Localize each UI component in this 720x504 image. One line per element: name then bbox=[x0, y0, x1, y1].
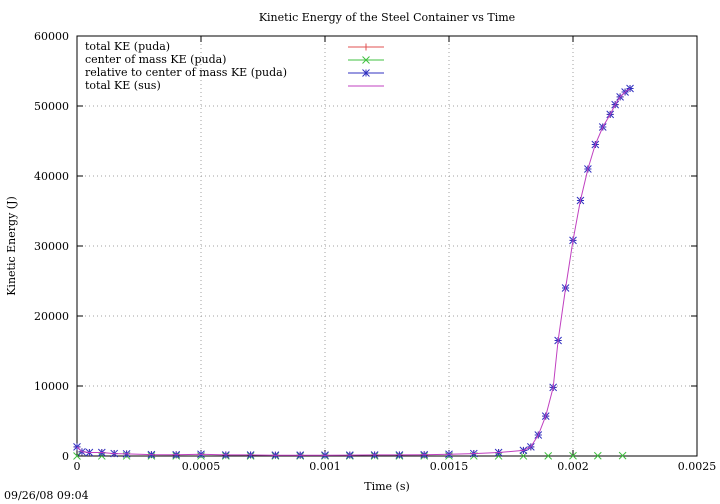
legend-marker bbox=[362, 43, 370, 51]
y-tick-label: 60000 bbox=[34, 30, 69, 43]
y-tick-label: 30000 bbox=[34, 240, 69, 253]
y-axis-label: Kinetic Energy (J) bbox=[5, 196, 18, 296]
data-point bbox=[544, 452, 553, 460]
data-point bbox=[618, 451, 627, 460]
grid bbox=[77, 36, 697, 456]
legend: total KE (puda)center of mass KE (puda)r… bbox=[85, 40, 384, 92]
data-point bbox=[519, 452, 528, 460]
legend-label: total KE (puda) bbox=[85, 40, 170, 53]
y-tick-label: 40000 bbox=[34, 170, 69, 183]
data-point bbox=[73, 452, 81, 460]
y-tick-label: 0 bbox=[62, 450, 69, 463]
legend-label: total KE (sus) bbox=[85, 79, 161, 92]
x-tick-label: 0.001 bbox=[309, 460, 341, 473]
x-tick-label: 0.0005 bbox=[182, 460, 221, 473]
legend-marker bbox=[362, 56, 370, 64]
y-tick-label: 20000 bbox=[34, 310, 69, 323]
series-3 bbox=[76, 88, 631, 456]
timestamp: 09/26/08 09:04 bbox=[4, 489, 89, 502]
legend-label: center of mass KE (puda) bbox=[85, 53, 226, 66]
legend-label: relative to center of mass KE (puda) bbox=[85, 66, 287, 79]
series-layer bbox=[73, 84, 634, 460]
series-line bbox=[76, 88, 631, 456]
data-point bbox=[593, 451, 602, 460]
x-tick-label: 0.0015 bbox=[430, 460, 469, 473]
y-tick-label: 10000 bbox=[34, 380, 69, 393]
y-tick-label: 50000 bbox=[34, 100, 69, 113]
x-tick-label: 0.0025 bbox=[678, 460, 717, 473]
data-point bbox=[626, 84, 634, 93]
axis-ticks: 0 0.0005 0.001 0.0015 0.002 0.0025 0 10000 20000… bbox=[34, 30, 716, 473]
x-tick-label: 0 bbox=[74, 460, 81, 473]
x-axis-label: Time (s) bbox=[364, 480, 410, 493]
chart-title: Kinetic Energy of the Steel Container vs… bbox=[259, 11, 515, 24]
legend-marker bbox=[362, 69, 370, 77]
x-tick-label: 0.002 bbox=[557, 460, 589, 473]
data-point bbox=[569, 451, 577, 460]
